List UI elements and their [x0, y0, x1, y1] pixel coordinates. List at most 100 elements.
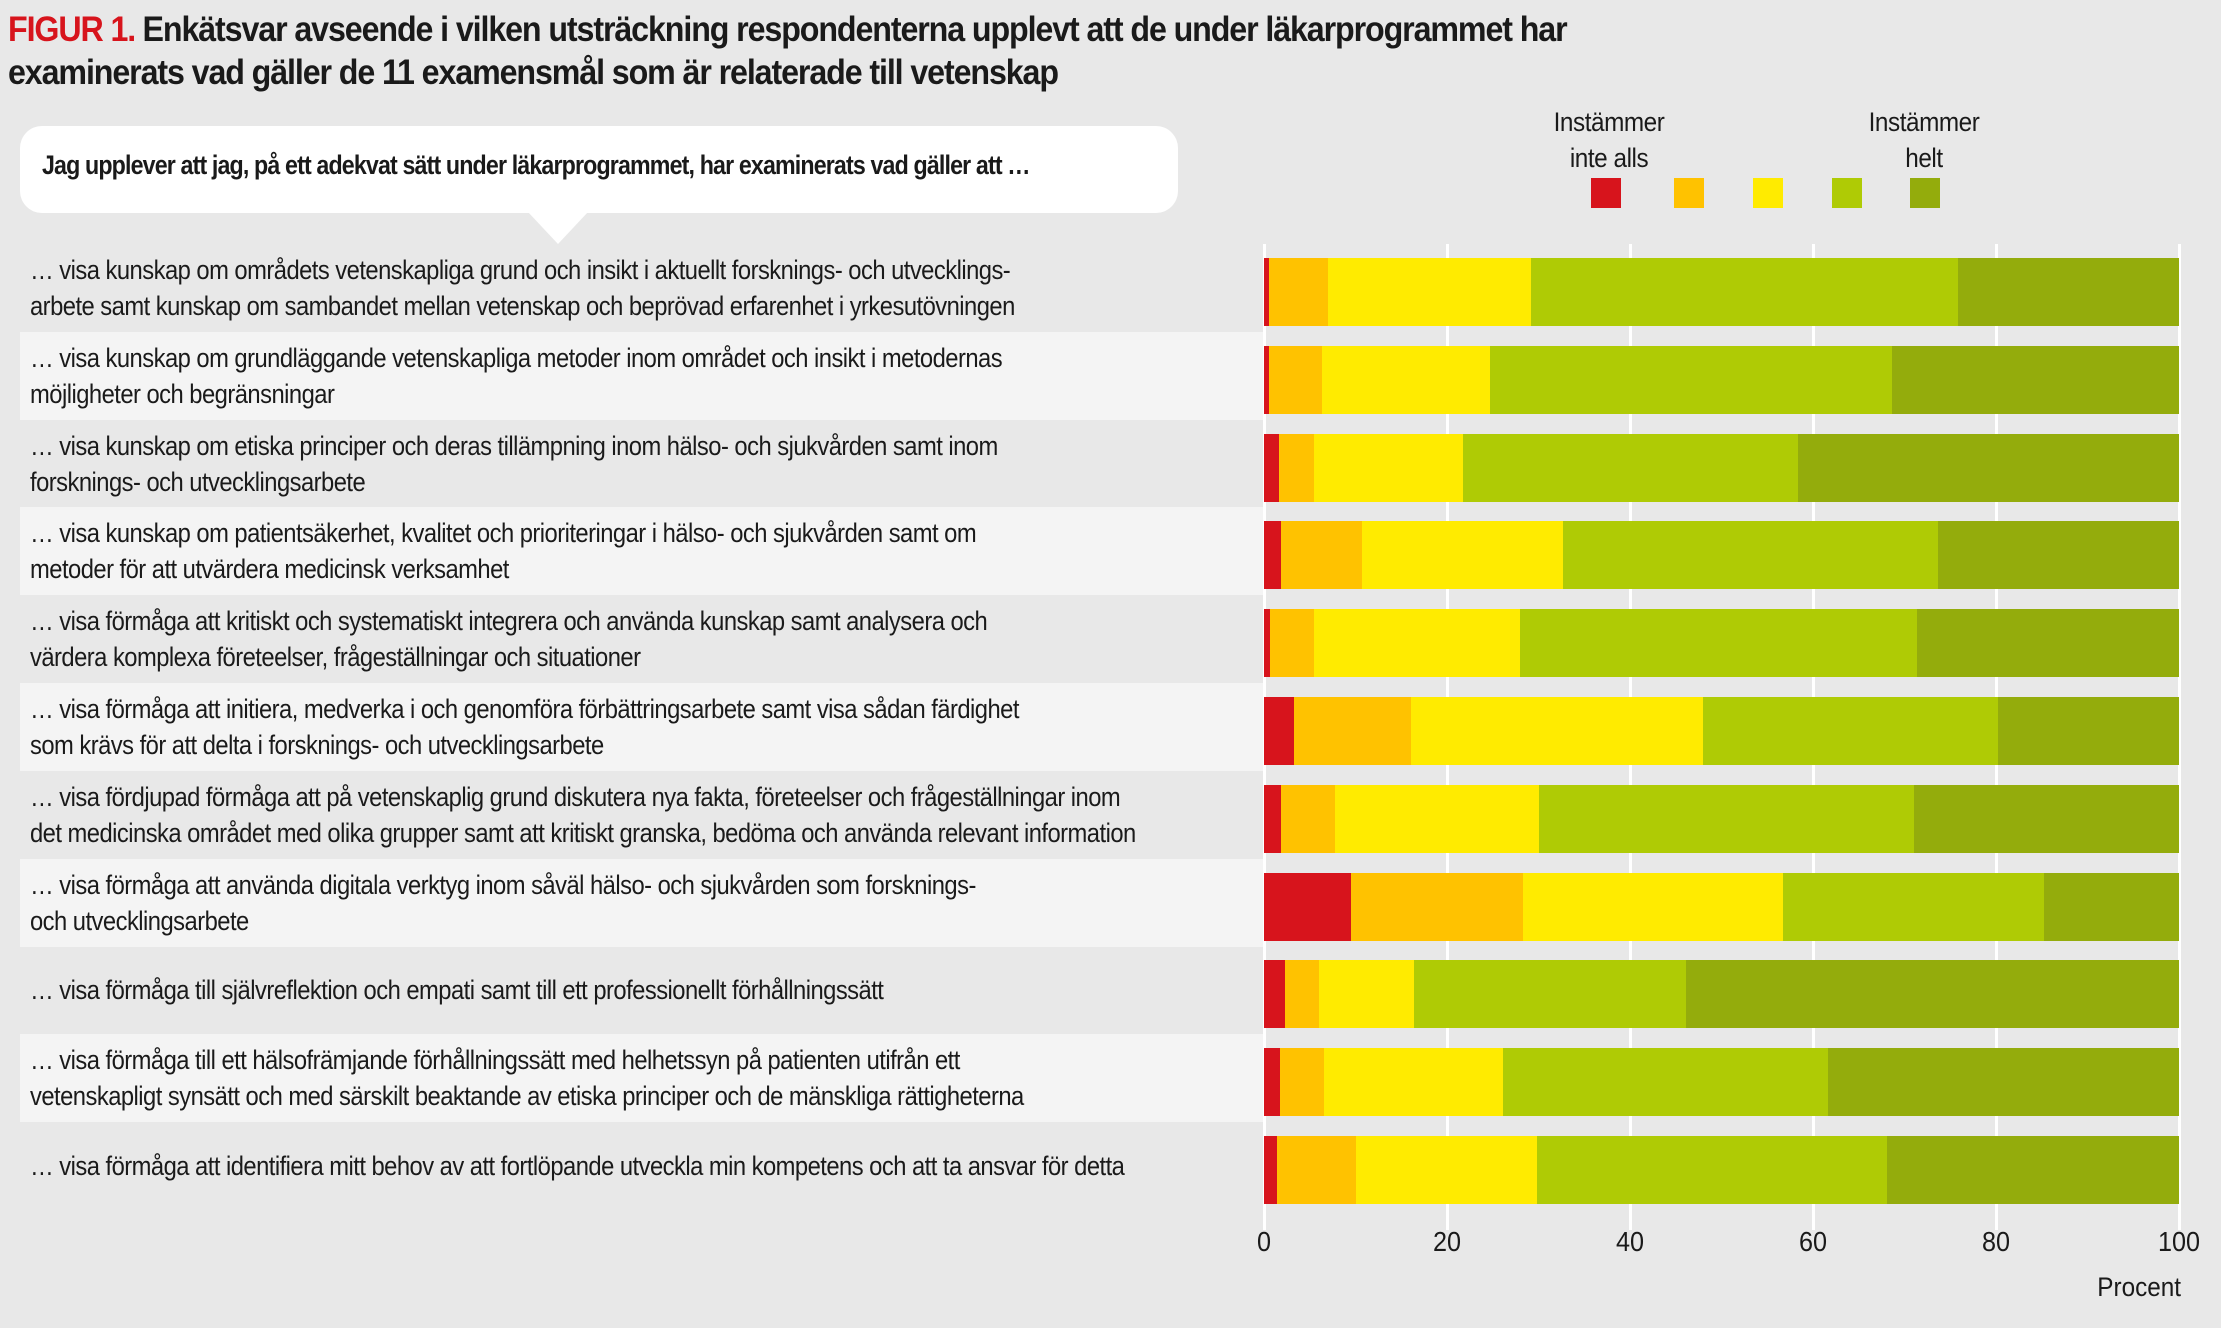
bar-segment-4 — [1490, 345, 1892, 414]
bar-segment-5 — [1891, 345, 2179, 414]
category-label-line1: … visa kunskap om grundläggande vetenska… — [30, 342, 1003, 373]
bar-segment-1 — [1264, 609, 1271, 678]
category-label: … visa kunskap om områdets vetenskapliga… — [30, 252, 1244, 324]
category-label: … visa förmåga till ett hälsofrämjande f… — [30, 1042, 1244, 1114]
legend-swatch-5 — [1910, 178, 1940, 208]
x-tick-label: 100 — [2157, 1226, 2201, 1257]
category-label-line2: forsknings- och utvecklingsarbete — [30, 466, 366, 497]
category-label-line1: … visa förmåga att initiera, medverka i … — [30, 694, 1019, 724]
legend-label-disagree: Instämmer inte alls — [1519, 104, 1699, 176]
bar-segment-1 — [1264, 960, 1286, 1029]
bar-segment-1 — [1264, 1048, 1281, 1117]
bar-segment-4 — [1539, 784, 1914, 853]
x-tick-label: 60 — [1798, 1226, 1828, 1257]
category-row: … visa förmåga till ett hälsofrämjande f… — [20, 1034, 1263, 1123]
bar-segment-4 — [1563, 521, 1939, 590]
stacked-bar — [1264, 609, 2179, 678]
category-row: … visa fördjupad förmåga att på vetenska… — [20, 771, 1263, 859]
category-label-line1: … visa förmåga att kritiskt och systemat… — [30, 606, 988, 637]
category-label-line1: … visa kunskap om patientsäkerhet, kvali… — [30, 518, 977, 549]
bar-segment-1 — [1264, 696, 1295, 765]
category-label-line2: och utvecklingsarbete — [30, 905, 249, 936]
legend-label-disagree-line1: Instämmer — [1553, 107, 1665, 137]
stacked-bar — [1264, 257, 2179, 326]
stacked-bar — [1264, 696, 2179, 765]
category-label: … visa kunskap om patientsäkerhet, kvali… — [30, 515, 1244, 587]
bar-segment-4 — [1531, 257, 1958, 326]
bar-segment-5 — [1827, 1048, 2179, 1117]
bar-segment-4 — [1536, 1135, 1888, 1204]
category-label: … visa förmåga att kritiskt och systemat… — [30, 603, 1244, 675]
category-label-line2: värdera komplexa företeelser, frågeställ… — [30, 642, 641, 673]
category-label: … visa förmåga till självreflektion och … — [30, 972, 1244, 1008]
bar-segment-5 — [1887, 1135, 2179, 1204]
category-label-line2: möjligheter och begränsningar — [30, 378, 335, 409]
category-row: … visa förmåga att använda digitala verk… — [20, 858, 1263, 947]
x-tick-label: 20 — [1432, 1226, 1462, 1257]
bar-segment-3 — [1328, 257, 1532, 326]
stacked-bar — [1264, 960, 2179, 1029]
bar-segment-5 — [1997, 696, 2179, 765]
category-label-line1: … visa förmåga att använda digitala verk… — [30, 869, 976, 900]
speech-bubble: Jag upplever att jag, på ett adekvat sät… — [20, 126, 1178, 213]
category-label-line1: … visa förmåga till självreflektion och … — [30, 975, 884, 1006]
bar-segment-2 — [1268, 345, 1322, 414]
bar-segment-2 — [1294, 696, 1412, 765]
legend-swatch-1 — [1591, 178, 1621, 208]
category-label: … visa förmåga att initiera, medverka i … — [30, 691, 1244, 763]
category-label-line1: … visa förmåga till ett hälsofrämjande f… — [30, 1045, 960, 1076]
legend-label-agree: Instämmer helt — [1834, 104, 2014, 176]
speech-bubble-tail — [528, 212, 588, 244]
legend-label-agree-line1: Instämmer — [1868, 107, 1980, 137]
category-label-line2: arbete samt kunskap om sambandet mellan … — [30, 291, 1015, 321]
title-line-1: Enkätsvar avseende i vilken utsträckning… — [142, 10, 1568, 49]
category-label-line1: … visa förmåga att identifiera mitt beho… — [30, 1151, 1125, 1181]
bar-segment-2 — [1270, 609, 1315, 678]
legend-label-agree-line2: helt — [1905, 143, 1943, 173]
category-row: … visa förmåga att kritiskt och systemat… — [20, 595, 1263, 683]
bar-segment-5 — [1913, 784, 2179, 853]
stacked-bar — [1264, 1135, 2179, 1204]
stacked-bar — [1264, 1048, 2179, 1117]
bar-segment-5 — [1957, 257, 2179, 326]
bar-segment-5 — [1798, 433, 2179, 502]
bar-segment-5 — [1685, 960, 2179, 1029]
x-axis-title: Procent — [2097, 1272, 2181, 1302]
bar-segment-3 — [1324, 1048, 1503, 1117]
stacked-bar — [1264, 345, 2179, 414]
bar-segment-3 — [1361, 521, 1564, 590]
bar-segment-1 — [1264, 784, 1282, 853]
x-tick-label: 80 — [1981, 1226, 2011, 1257]
category-label: … visa förmåga att använda digitala verk… — [30, 867, 1244, 939]
category-label: … visa kunskap om etiska principer och d… — [30, 428, 1244, 500]
category-label-line2: metoder för att utvärdera medicinsk verk… — [30, 554, 509, 585]
bar-segment-3 — [1314, 609, 1521, 678]
legend-swatch-4 — [1832, 178, 1862, 208]
bar-segment-1 — [1264, 257, 1270, 326]
category-row: … visa kunskap om patientsäkerhet, kvali… — [20, 507, 1263, 596]
bar-segment-1 — [1264, 433, 1279, 502]
category-row: … visa kunskap om etiska principer och d… — [20, 420, 1263, 508]
category-label-line1: … visa kunskap om etiska principer och d… — [30, 430, 998, 461]
bar-segment-2 — [1281, 521, 1362, 590]
callout-text: Jag upplever att jag, på ett adekvat sät… — [42, 150, 1031, 180]
bar-segment-5 — [1938, 521, 2179, 590]
bar-segment-2 — [1280, 1048, 1325, 1117]
figure-title: FIGUR 1. Enkätsvar avseende i vilken utst… — [8, 8, 1756, 94]
category-label-line2: som krävs för att delta i forsknings- oc… — [30, 730, 604, 760]
category-row: … visa kunskap om områdets vetenskapliga… — [20, 244, 1263, 332]
bar-segment-3 — [1318, 960, 1415, 1029]
stacked-bar — [1264, 433, 2179, 502]
bar-segment-5 — [2043, 872, 2179, 941]
category-label-line2: det medicinska området med olika grupper… — [30, 817, 1136, 848]
bar-segment-3 — [1321, 345, 1490, 414]
category-row: … visa förmåga till självreflektion och … — [20, 946, 1263, 1034]
bar-segment-3 — [1335, 784, 1540, 853]
category-label: … visa kunskap om grundläggande vetenska… — [30, 340, 1244, 412]
bar-segment-4 — [1414, 960, 1686, 1029]
bar-segment-2 — [1269, 257, 1329, 326]
bar-segment-2 — [1281, 784, 1336, 853]
bar-segment-3 — [1522, 872, 1783, 941]
plot-area — [1263, 244, 2181, 1230]
bar-segment-1 — [1264, 872, 1351, 941]
